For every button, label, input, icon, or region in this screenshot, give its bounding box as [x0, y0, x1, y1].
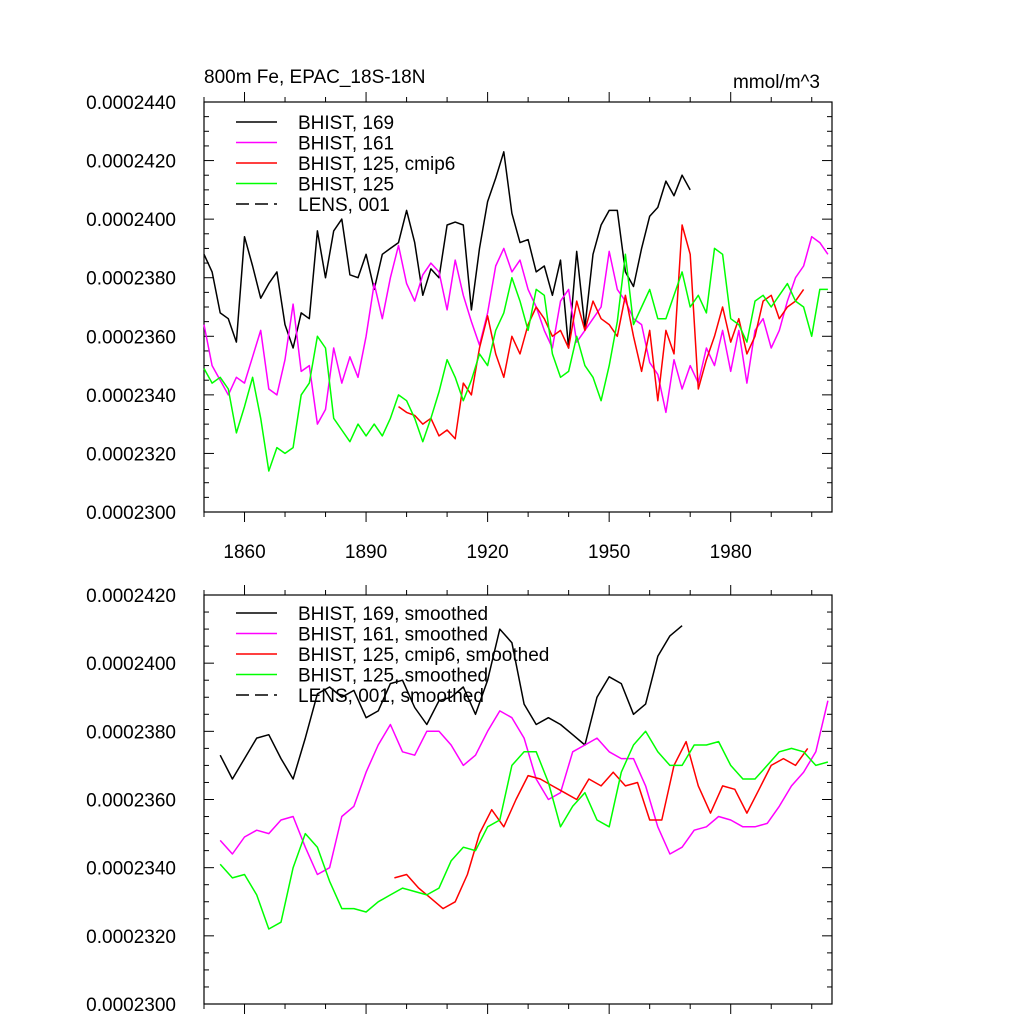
y-tick-label: 0.0002400	[86, 654, 176, 675]
y-tick-label: 0.0002300	[86, 503, 176, 524]
y-tick-label: 0.0002360	[86, 327, 176, 348]
legend-label: BHIST, 125, cmip6, smoothed	[298, 645, 549, 666]
panel-title-units: mmol/m^3	[733, 72, 820, 93]
panel-title-left: 800m Fe, EPAC_18S-18N	[204, 67, 425, 88]
legend-label: BHIST, 125, smoothed	[298, 666, 488, 687]
series-line-2	[219, 700, 829, 876]
legend-label: BHIST, 161	[298, 134, 394, 155]
x-tick-label: 1920	[466, 542, 508, 563]
bottom-panel: 0.0002300 0.0002320 0.0002340 0.0002360 0.00…	[86, 585, 833, 1016]
y-tick-label: 0.0002400	[86, 210, 176, 231]
series-line-1	[203, 151, 691, 349]
x-tick-label: 1980	[710, 542, 752, 563]
x-tick-label: 1890	[345, 542, 387, 563]
y-tick-label: 0.0002300	[86, 995, 176, 1016]
y-tick-label: 0.0002320	[86, 927, 176, 948]
y-tick-label: 0.0002440	[86, 93, 176, 114]
y-tick-label: 0.0002340	[86, 386, 176, 407]
legend-label: BHIST, 125, cmip6	[298, 154, 455, 175]
y-tick-label: 0.0002320	[86, 444, 176, 465]
y-tick-label: 0.0002420	[86, 586, 176, 607]
x-tick-label: 1860	[223, 542, 265, 563]
series-line-4	[219, 730, 829, 930]
series-line-1	[219, 625, 683, 780]
legend-label: BHIST, 161, smoothed	[298, 625, 488, 646]
y-tick-label: 0.0002380	[86, 722, 176, 743]
legend-label: BHIST, 169	[298, 113, 394, 134]
series-line-2	[203, 235, 829, 425]
y-tick-label: 0.0002340	[86, 859, 176, 880]
series-line-4	[203, 247, 828, 472]
y-tick-label: 0.0002360	[86, 791, 176, 812]
legend-label: LENS, 001, smoothed	[298, 686, 484, 707]
legend-label: BHIST, 125	[298, 175, 394, 196]
y-tick-label: 0.0002420	[86, 152, 176, 173]
x-tick-label: 1950	[588, 542, 630, 563]
top-panel: 800m Fe, EPAC_18S-18N mmol/m^3 0.0002300…	[86, 67, 833, 563]
legend-label: BHIST, 169, smoothed	[298, 604, 488, 625]
legend-label: LENS, 001	[298, 195, 390, 216]
y-tick-label: 0.0002380	[86, 269, 176, 290]
series-line-3	[394, 740, 809, 910]
series-line-3	[398, 224, 805, 440]
